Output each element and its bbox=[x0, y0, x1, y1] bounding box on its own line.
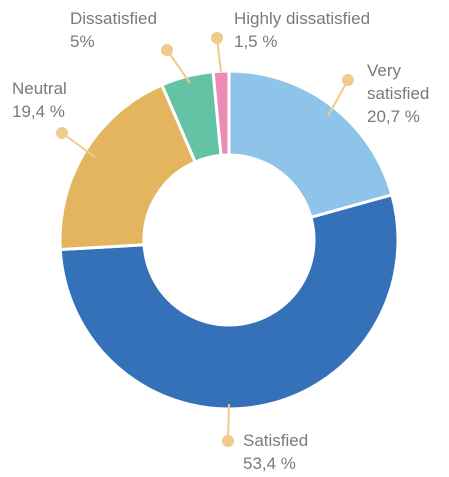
leader-line bbox=[327, 79, 349, 117]
slice-value-label: 20,7 % bbox=[367, 107, 420, 126]
slice-label: Neutral bbox=[12, 79, 67, 98]
slice-label: Dissatisfied bbox=[70, 9, 157, 28]
leader-dot bbox=[56, 127, 68, 139]
donut-slice bbox=[58, 193, 400, 411]
slice-value-label: 19,4 % bbox=[12, 102, 65, 121]
leader-dot bbox=[342, 74, 354, 86]
slice-value-label: 53,4 % bbox=[243, 454, 296, 473]
slice-label: Very satisfied bbox=[367, 61, 429, 103]
leader-dot bbox=[211, 32, 223, 44]
leader-dot bbox=[161, 44, 173, 56]
donut-slice bbox=[58, 82, 198, 252]
slice-value-label: 5% bbox=[70, 32, 95, 51]
leader-line bbox=[227, 403, 230, 442]
slice-value-label: 1,5 % bbox=[234, 32, 277, 51]
slice-label: Highly dissatisfied bbox=[234, 9, 370, 28]
slice-label: Satisfied bbox=[243, 431, 308, 450]
leader-line bbox=[166, 49, 191, 84]
leader-line bbox=[61, 132, 96, 158]
leader-dot bbox=[222, 435, 234, 447]
donut-slice bbox=[227, 69, 394, 220]
donut-slice bbox=[211, 69, 231, 158]
